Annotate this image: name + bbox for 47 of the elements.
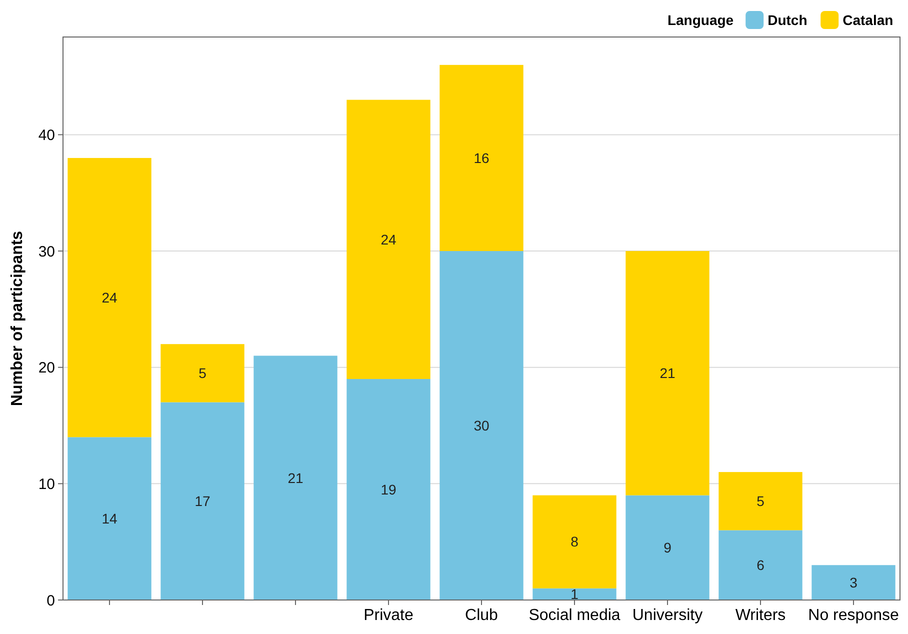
x-tick-label: Social media <box>528 607 620 624</box>
legend-title: Language <box>667 12 734 28</box>
bar <box>160 402 244 600</box>
bar <box>68 437 152 600</box>
data-label: 24 <box>380 231 396 248</box>
bar <box>68 158 152 438</box>
x-tick-label: University <box>632 607 703 624</box>
x-tick-label: Writers <box>735 607 786 624</box>
bar <box>254 356 338 600</box>
data-label: 5 <box>756 493 765 510</box>
data-label: 16 <box>474 150 490 166</box>
data-label: 9 <box>664 540 672 556</box>
bar <box>626 495 710 600</box>
data-label: 24 <box>102 289 118 306</box>
data-label: 1 <box>570 586 579 602</box>
bar <box>346 378 430 600</box>
data-label: 21 <box>288 470 304 486</box>
bar <box>160 344 244 402</box>
y-tick-label: 30 <box>38 243 55 260</box>
bar <box>532 495 616 588</box>
data-label: 6 <box>756 557 765 574</box>
y-tick-label: 40 <box>38 126 55 144</box>
legend-label: Dutch <box>768 12 808 28</box>
data-label: 14 <box>102 510 118 526</box>
data-label: 17 <box>194 493 210 510</box>
y-tick-label: 0 <box>46 592 55 610</box>
data-label: 3 <box>850 574 858 590</box>
bar <box>440 64 524 252</box>
bar <box>532 588 616 600</box>
y-tick-label: 20 <box>38 360 55 377</box>
bar <box>718 472 802 530</box>
bar <box>346 100 430 379</box>
x-tick-label: No response <box>808 607 899 624</box>
y-tick-label: 10 <box>38 476 55 493</box>
data-label: 19 <box>380 481 396 498</box>
bar <box>626 251 710 496</box>
data-label: 21 <box>660 365 676 382</box>
data-label: 30 <box>474 417 490 434</box>
x-tick-label: Private <box>364 607 414 624</box>
y-axis-title: Number of participants <box>9 230 26 406</box>
bar <box>440 251 524 600</box>
data-label: 5 <box>198 365 207 382</box>
bar <box>718 530 802 600</box>
data-label: 8 <box>570 534 579 550</box>
bar <box>812 565 896 600</box>
legend-label: Catalan <box>842 12 894 28</box>
x-tick-label: Club <box>465 607 498 624</box>
